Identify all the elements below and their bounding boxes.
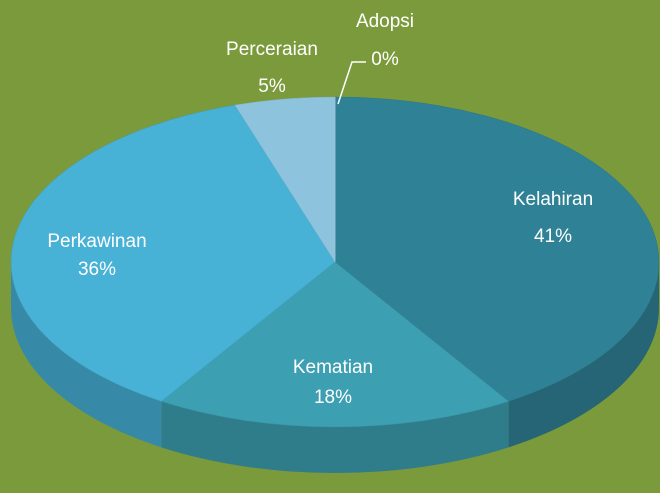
pie-slice (160, 261, 510, 428)
labels: Kelahiran 41% Kematian 18% Perkawinan 36% Perc… (47, 11, 593, 408)
slice-label: Perkawinan (47, 231, 146, 252)
slice-label: Kematian (293, 357, 373, 378)
slice-label: Kelahiran (513, 189, 593, 210)
pie-side (161, 401, 509, 473)
pie-side (508, 262, 659, 448)
leader-line (337, 61, 366, 105)
value-label: 0% (371, 49, 399, 70)
pie-slice (334, 96, 660, 402)
pie-tops (10, 96, 660, 428)
value-label: 18% (314, 387, 352, 408)
value-label: 41% (534, 226, 572, 247)
pie-slice (10, 104, 336, 402)
pie-side (11, 262, 162, 448)
pie-sides (11, 262, 659, 473)
slice-label: Adopsi (356, 11, 414, 32)
value-label: 5% (258, 76, 286, 97)
slice-label: Perceraian (226, 39, 318, 60)
value-label: 36% (78, 259, 116, 280)
